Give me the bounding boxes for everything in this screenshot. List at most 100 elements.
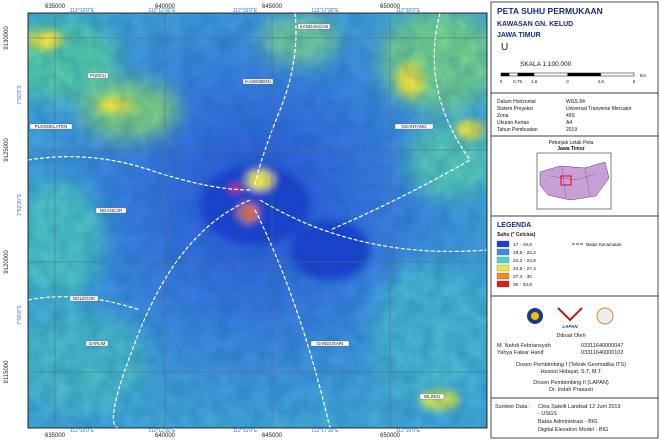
place-label: PLOSOKLATEN	[35, 124, 68, 129]
panel-title: PETA SUHU PERMUKAAN	[497, 6, 603, 16]
place-label: NGLEGOK	[73, 296, 95, 301]
scale-tick: 0	[500, 79, 503, 84]
legend-title: LEGENDA	[497, 222, 531, 229]
lon-label: 112°15'0"E	[233, 428, 258, 434]
info-value: 49S	[566, 113, 576, 119]
info-key: Sistem Proyeksi	[497, 106, 533, 112]
scale-tick: 4,5	[598, 79, 605, 84]
legend-swatch	[496, 248, 510, 256]
lon-label: 112°10'0"E	[70, 8, 95, 14]
place-label: WLINGI	[424, 394, 440, 399]
lon-label: 112°17'30"E	[311, 428, 339, 434]
panel-region: JAWA TIMUR	[497, 32, 541, 39]
legend-label: 22,2 - 24,8	[513, 258, 536, 264]
advisor-name: Husnul Hidayat, S.T, M.T	[541, 369, 602, 375]
lon-label: 112°20'0"E	[396, 428, 421, 434]
place-label: GARUM	[89, 341, 106, 346]
legend-swatch	[496, 272, 510, 280]
author-id: 03311640000047	[581, 343, 623, 349]
legend: 17 - 19,6 19,6 - 22,2 22,2 - 24,8 24,8 - 27…	[496, 240, 536, 288]
lon-label: 112°12'30"E	[148, 8, 176, 14]
scale-text: SKALA 1:100.000	[520, 61, 572, 68]
legend-label: 27,4 - 30	[513, 274, 532, 280]
lat-label: 7°50'0"S	[17, 85, 23, 105]
boundary-label: Batas Kecamatan	[586, 242, 622, 247]
info-value: WGS 84	[566, 99, 585, 105]
legend-swatch	[496, 280, 510, 288]
inset-map	[536, 152, 612, 210]
lon-label: 112°20'0"E	[396, 8, 421, 14]
info-key: Datum Horizontal	[497, 99, 536, 105]
place-label: GANDUSARI	[317, 341, 344, 346]
scale-tick: 6	[633, 79, 636, 84]
panel-frames	[490, 1, 659, 439]
scale-tick: 0,75	[513, 79, 522, 84]
scale-tick: 1,5	[531, 79, 538, 84]
legend-swatch	[496, 264, 510, 272]
source-item: Batas Administrasi - BIG	[538, 419, 598, 425]
info-value: 2019	[566, 127, 577, 133]
source-item: - USGS	[538, 411, 557, 417]
utm-y-label: 9130000	[4, 26, 10, 50]
place-label: NGANTANG	[401, 124, 427, 129]
info-table: Datum Horizontal WGS 84 Sistem Proyeksi …	[497, 99, 632, 133]
utm-x-label: 645000	[262, 433, 283, 439]
inset-subtitle: Jawa Timur	[557, 146, 584, 152]
legend-swatch	[496, 256, 510, 264]
place-label: NGANCAR	[100, 208, 123, 213]
advisor-title: Dosen Pembimbing I (Teknik Geomatika ITS…	[516, 362, 626, 368]
scale-bar	[500, 72, 635, 77]
legend-label: 17 - 19,6	[513, 242, 532, 248]
utm-x-label: 650000	[380, 433, 401, 439]
author-id: 03311640000102	[581, 350, 623, 356]
lon-label: 112°10'0"E	[70, 428, 95, 434]
utm-x-label: 650000	[380, 4, 401, 10]
place-label: PUNCU	[90, 73, 106, 78]
utm-ticks: 635000 640000 645000 650000 635000 64000…	[4, 4, 421, 439]
north-arrow: U	[501, 42, 508, 53]
scale-tick: 3	[566, 79, 569, 84]
info-key: Ukuran Kertas	[497, 120, 529, 126]
utm-y-label: 9125000	[4, 138, 10, 162]
source-item: Digital Elevation Model - BIG	[538, 427, 608, 433]
info-value: Universal Tranverse Mercator	[566, 106, 632, 112]
map-frame	[27, 12, 488, 429]
legend-swatch	[496, 240, 510, 248]
legend-label: 19,6 - 22,2	[513, 250, 536, 256]
utm-x-label: 640000	[155, 4, 176, 10]
advisor-name: Dr. Indah Prasasti	[549, 387, 593, 393]
utm-x-label: 640000	[155, 433, 176, 439]
source-label: Sumber Data :	[495, 404, 531, 410]
info-key: Tahun Pembuatan	[497, 127, 538, 133]
utm-x-label: 635000	[45, 4, 66, 10]
place-label: KASEMBON	[245, 79, 271, 84]
info-key: Zona	[497, 113, 509, 119]
source-item: Citra Satelit Landsat 12 Juni 2019	[538, 404, 621, 410]
legend-label: 24,8 - 27,4	[513, 266, 536, 272]
lat-label: 7°52'30"S	[17, 193, 23, 216]
panel-subtitle: KAWASAN GN. KELUD	[497, 21, 573, 28]
logos	[527, 307, 614, 325]
logo-text: LAPAN	[562, 324, 578, 329]
lon-label: 112°15'0"E	[233, 8, 258, 14]
inset-title: Petunjuk Letak Peta	[549, 140, 594, 146]
utm-x-label: 645000	[262, 4, 283, 10]
lon-label: 112°12'30"E	[148, 428, 176, 434]
author-name: M. Nahdi Febriansyah	[497, 343, 551, 349]
info-value: A4	[566, 120, 572, 126]
legend-subtitle: Suhu (° Celcius)	[497, 232, 536, 238]
utm-y-label: 9120000	[4, 250, 10, 274]
author-name: Yahya Faikar Hanif	[497, 350, 544, 356]
map-raster: KANDANGAN PUNCU KASEMBON PLOSOKLATEN NGA…	[28, 13, 487, 428]
utm-y-label: 9115000	[4, 360, 10, 384]
place-label: KANDANGAN	[300, 24, 329, 29]
advisor-title: Dosen Pembimbing II (LAPAN)	[533, 380, 609, 386]
legend-label: 30 - 33,8	[513, 282, 532, 288]
utm-grid	[28, 13, 487, 428]
scale-unit: km	[640, 73, 646, 78]
lon-label: 112°17'30"E	[311, 8, 339, 14]
lat-label: 7°55'0"S	[17, 305, 23, 325]
utm-x-label: 635000	[45, 433, 66, 439]
made-by: Dibuat Oleh	[556, 333, 585, 339]
